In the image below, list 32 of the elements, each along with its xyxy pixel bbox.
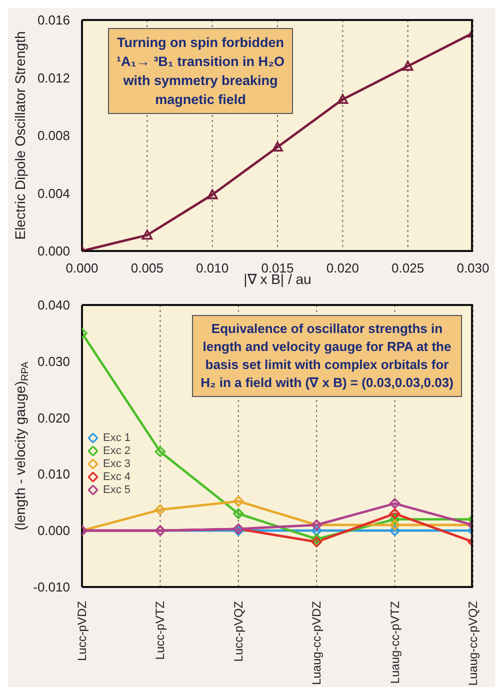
y-tick-label: 0.040: [37, 298, 70, 312]
legend-label: Exc 5: [103, 484, 131, 497]
x-tick-label: 0.025: [392, 260, 424, 276]
y-tick-label: 0.000: [37, 523, 70, 538]
y-tick-label: 0.016: [37, 12, 70, 28]
y-tick-label: 0.000: [37, 244, 70, 258]
x-tick-label: Luaug-cc-pVDZ: [310, 601, 324, 686]
x-tick-label: 0.000: [66, 260, 98, 276]
x-tick-label: 0.030: [456, 260, 490, 276]
legend-label: Exc 3: [103, 458, 131, 471]
annotation: Turning on spin forbidden ¹A₁→ ³B₁ transition in H₂O with symmetry breaking magnetic field: [108, 28, 293, 114]
x-tick-label: Lucc-pVQZ: [231, 601, 246, 662]
x-tick-label: 0.005: [130, 260, 164, 276]
y-tick-label: 0.012: [37, 70, 70, 86]
x-tick-label: Lucc-pVDZ: [75, 601, 89, 662]
x-tick-label: 0.020: [326, 260, 359, 276]
y-tick-label: 0.020: [37, 410, 70, 426]
x-tick-label: Luaug-cc-pVTZ: [388, 601, 402, 684]
legend-label: Exc 4: [103, 470, 131, 484]
legend-label: Exc 1: [103, 432, 131, 445]
x-tick-label: Luaug-cc-pVQZ: [466, 601, 480, 686]
y-tick-label: -0.010: [33, 580, 70, 594]
annotation: Equivalence of oscillator strengths in length and velocity gauge for RPA at the basis set limit with complex orbitals for H₂ in a field with (∇ x B) = (0.03,0.03,0.03): [192, 315, 462, 397]
x-axis-title: |∇ x B| / au: [244, 271, 312, 287]
y-tick-label: 0.004: [37, 186, 70, 201]
x-tick-label: Lucc-pVTZ: [153, 601, 168, 660]
x-tick-label: 0.010: [196, 260, 229, 276]
legend-label: Exc 2: [103, 444, 131, 458]
y-tick-label: 0.008: [37, 128, 70, 143]
y-tick-label: 0.030: [37, 354, 70, 369]
y-axis-title: Electric Dipole Oscillator Strength: [12, 31, 28, 240]
y-tick-label: 0.010: [37, 466, 70, 482]
